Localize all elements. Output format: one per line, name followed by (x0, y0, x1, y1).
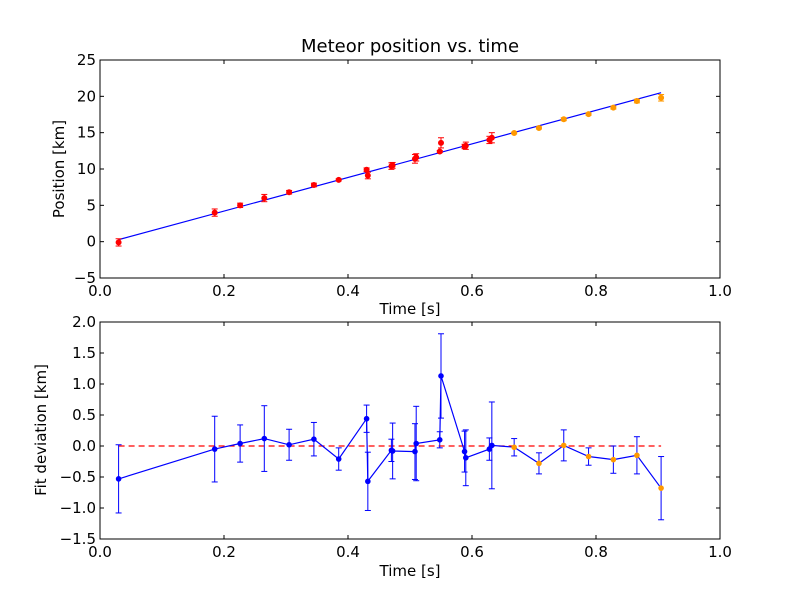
deviation-data-point (436, 437, 443, 443)
position-data-point (488, 134, 495, 141)
deviation-data-point (585, 453, 592, 460)
deviation-data-point (335, 456, 342, 462)
deviation-x-tick-label: 1.0 (708, 543, 732, 561)
deviation-data-point (658, 485, 664, 491)
position-data-point (658, 94, 665, 101)
position-y-tick-label: 25 (77, 51, 96, 69)
position-data-point (511, 130, 518, 137)
deviation-data-point (237, 440, 243, 447)
position-data-point (237, 202, 244, 209)
deviation-x-axis-label: Time [s] (379, 562, 441, 580)
position-x-tick-label: 0.2 (212, 282, 236, 300)
deviation-data-point (536, 460, 542, 467)
deviation-data-point (634, 452, 640, 459)
deviation-plot-area (115, 333, 665, 521)
deviation-data-point (363, 415, 370, 422)
deviation-y-tick-label: −0.5 (60, 468, 96, 486)
deviation-data-point (489, 442, 495, 449)
position-axes: Meteor position vs. time 0.0 0.2 0.4 0.6 0.8… (50, 36, 732, 318)
deviation-data-point (115, 476, 122, 482)
position-y-tick-label: 10 (77, 160, 96, 178)
position-data-point (413, 154, 420, 161)
position-data-point (286, 189, 293, 196)
deviation-data-point (286, 441, 292, 448)
position-y-axis-label: Position [km] (50, 120, 68, 218)
deviation-axes: 0.0 0.2 0.4 0.6 0.8 1.0 −1.5 −1.0 −0.5 0.0 0.5 1.0 1… (32, 313, 732, 580)
deviation-y-tick-label: −1.0 (60, 499, 96, 517)
position-data-point (462, 142, 469, 149)
deviation-data-point (438, 373, 444, 379)
deviation-y-tick-label: 1.0 (72, 375, 96, 393)
position-data-point (389, 162, 396, 169)
position-y-tick-label: 15 (77, 124, 96, 142)
deviation-data-point (463, 454, 469, 461)
deviation-data-point (261, 435, 268, 442)
position-data-point (115, 239, 122, 246)
deviation-y-axis-label: Fit deviation [km] (32, 364, 50, 496)
deviation-x-tick-label: 0.8 (584, 543, 608, 561)
deviation-data-point (412, 448, 418, 455)
position-data-point (610, 104, 617, 111)
deviation-y-tick-label: 0.0 (72, 437, 96, 455)
position-data-point (310, 181, 317, 188)
deviation-x-tick-label: 0.4 (336, 543, 360, 561)
deviation-y-tick-label: 2.0 (72, 313, 96, 331)
position-y-tick-label: 0 (86, 233, 96, 251)
position-data-point (363, 166, 370, 173)
position-data-point (335, 176, 342, 183)
position-data-point (211, 209, 218, 216)
position-x-tick-label: 1.0 (708, 282, 732, 300)
position-x-tick-label: 0.8 (584, 282, 608, 300)
position-y-tick-label: −5 (74, 269, 96, 287)
chart-title: Meteor position vs. time (301, 36, 519, 57)
deviation-data-point (211, 446, 218, 452)
position-data-point (560, 116, 567, 123)
deviation-y-tick-label: 1.5 (72, 344, 96, 362)
deviation-axes-frame (99, 321, 721, 540)
deviation-data-point (413, 440, 420, 447)
position-ticks: 0.0 0.2 0.4 0.6 0.8 1.0 −5 0 5 10 15 20 25 (74, 51, 732, 300)
position-data-point (261, 195, 268, 202)
deviation-x-tick-label: 0.6 (460, 543, 484, 561)
deviation-data-point (560, 442, 567, 449)
deviation-x-tick-label: 0.0 (88, 543, 112, 561)
position-y-tick-label: 20 (77, 87, 96, 105)
position-x-tick-label: 0.4 (336, 282, 360, 300)
deviation-y-tick-label: −1.5 (60, 530, 96, 548)
position-x-axis-label: Time [s] (379, 300, 441, 318)
deviation-y-tick-label: 0.5 (72, 406, 96, 424)
position-y-tick-label: 5 (86, 196, 96, 214)
deviation-data-point (461, 448, 468, 455)
deviation-data-point (610, 456, 617, 463)
deviation-data-point (511, 444, 517, 451)
position-axes-frame (99, 59, 721, 279)
position-plot-area (115, 92, 665, 247)
position-data-point (633, 98, 640, 105)
deviation-ticks: 0.0 0.2 0.4 0.6 0.8 1.0 −1.5 −1.0 −0.5 0.0 0.5 1.0 1… (60, 313, 732, 561)
position-x-tick-label: 0.6 (460, 282, 484, 300)
position-data-point (436, 148, 443, 155)
position-data-point (438, 139, 444, 146)
position-x-tick-label: 0.0 (88, 282, 112, 300)
deviation-data-point (311, 436, 317, 442)
position-data-point (364, 172, 371, 179)
deviation-data-point (486, 446, 493, 452)
deviation-data-point (389, 448, 396, 454)
deviation-series-line (118, 375, 662, 489)
position-data-point (585, 111, 592, 118)
deviation-data-point (365, 478, 371, 485)
deviation-x-tick-label: 0.2 (212, 543, 236, 561)
position-data-point (535, 124, 542, 131)
